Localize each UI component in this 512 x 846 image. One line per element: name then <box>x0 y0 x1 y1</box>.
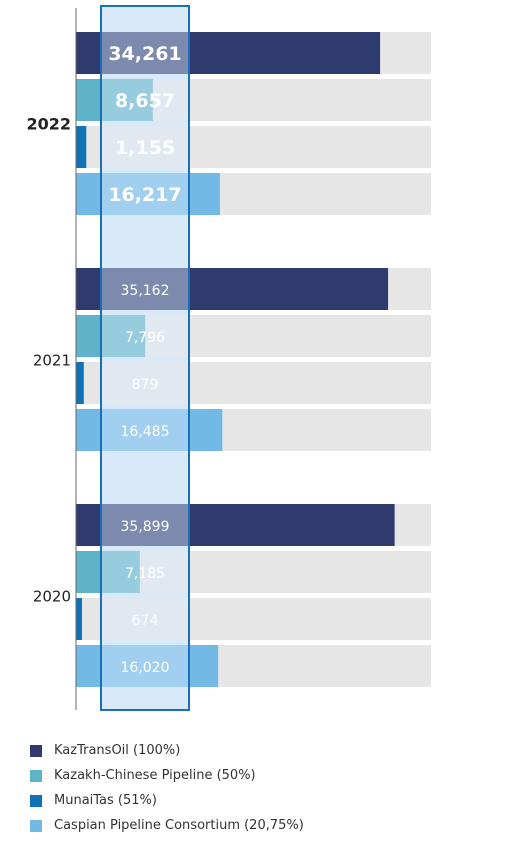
legend-label: MunaiTas (51%) <box>54 793 157 808</box>
value-label: 879 <box>132 377 159 393</box>
bar <box>76 598 82 640</box>
value-label: 16,485 <box>121 424 170 440</box>
bar <box>76 645 219 687</box>
value-label: 7,185 <box>125 566 165 582</box>
bar-track <box>76 598 431 640</box>
bar <box>76 268 389 310</box>
bar <box>76 32 381 74</box>
value-label: 16,020 <box>121 660 170 676</box>
bar <box>76 362 84 404</box>
category-label: 2021 <box>33 352 71 370</box>
highlight-column-border <box>100 5 190 711</box>
value-label: 674 <box>132 613 159 629</box>
legend-label: KazTransOil (100%) <box>54 743 181 758</box>
value-label: 16,217 <box>108 184 181 206</box>
legend-swatch <box>30 744 42 757</box>
legend: KazTransOil (100%) Kazakh-Chinese Pipelin… <box>30 738 304 838</box>
legend-label: Caspian Pipeline Consortium (20,75%) <box>54 818 304 833</box>
bar <box>76 504 395 546</box>
value-label: 7,796 <box>125 330 165 346</box>
bar <box>76 79 153 121</box>
legend-label: Kazakh-Chinese Pipeline (50%) <box>54 768 256 783</box>
bar-chart: 2022 2021 2020 34,261 8,657 1,155 16,217 35,162… <box>26 5 431 711</box>
bar <box>76 315 146 357</box>
category-label: 2020 <box>33 588 71 606</box>
legend-item: Caspian Pipeline Consortium (20,75%) <box>30 813 304 838</box>
value-label: 1,155 <box>115 137 175 159</box>
highlight-column-overlay <box>101 6 189 710</box>
legend-item: KazTransOil (100%) <box>30 738 304 763</box>
category-label: 2022 <box>26 115 71 134</box>
legend-item: Kazakh-Chinese Pipeline (50%) <box>30 763 304 788</box>
legend-swatch <box>30 794 42 807</box>
value-label: 35,162 <box>121 283 170 299</box>
legend-swatch <box>30 769 42 782</box>
bar-track <box>76 126 431 168</box>
bar <box>76 173 220 215</box>
value-label: 35,899 <box>121 519 170 535</box>
value-label: 34,261 <box>108 43 181 65</box>
bar-track <box>76 362 431 404</box>
bar <box>76 126 87 168</box>
legend-item: MunaiTas (51%) <box>30 788 304 813</box>
bar <box>76 551 140 593</box>
value-label: 8,657 <box>115 90 175 112</box>
legend-swatch <box>30 819 42 832</box>
